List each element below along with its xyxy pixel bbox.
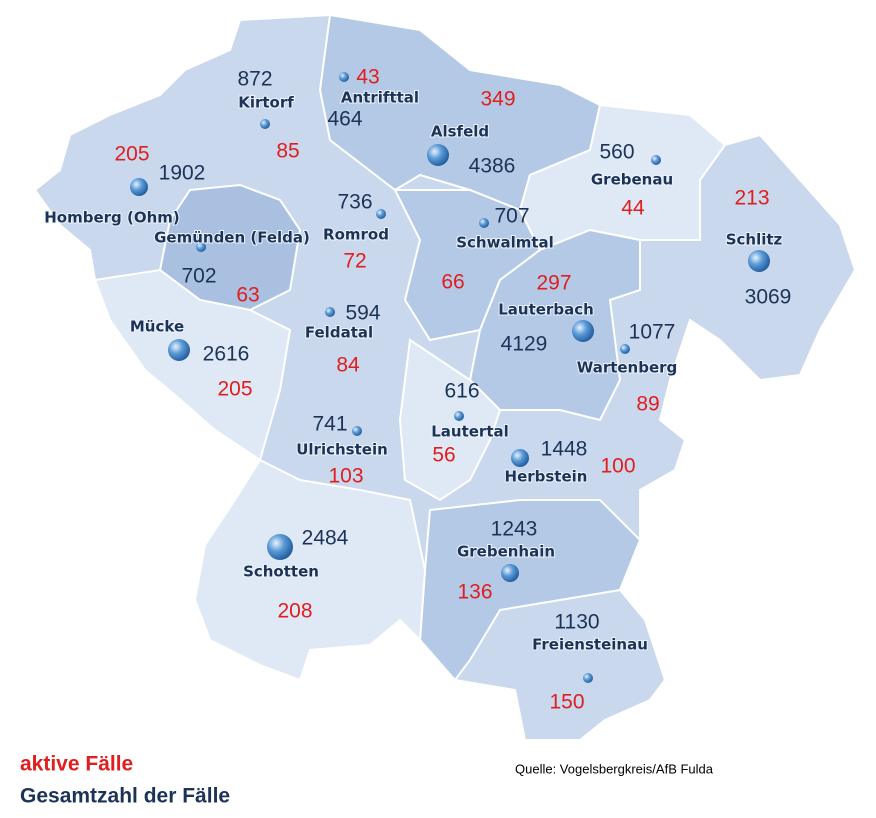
active-cases: 205: [217, 378, 252, 401]
active-cases: 43: [356, 66, 379, 89]
town-marker: [479, 218, 489, 228]
town-marker: [168, 339, 190, 361]
total-cases: 1448: [541, 438, 588, 461]
town-marker: [572, 320, 594, 342]
town-marker: [427, 144, 449, 166]
total-cases: 594: [345, 302, 380, 325]
active-cases: 89: [636, 393, 659, 416]
town-name: Herbstein: [505, 468, 588, 486]
town-name: Schwalmtal: [456, 234, 554, 252]
total-cases: 1902: [159, 162, 206, 185]
legend-total: Gesamtzahl der Fälle: [20, 785, 230, 808]
town-marker: [651, 155, 661, 165]
town-marker: [325, 307, 335, 317]
active-cases: 100: [600, 455, 635, 478]
town-name: Mücke: [130, 318, 184, 336]
district-shape: [33, 13, 857, 741]
town-marker: [260, 119, 270, 129]
active-cases: 85: [276, 140, 299, 163]
legend-active: aktive Fälle: [20, 753, 133, 776]
town-name: Romrod: [323, 226, 389, 244]
active-cases: 150: [549, 691, 584, 714]
total-cases: 1130: [554, 611, 599, 634]
town-marker: [501, 564, 519, 582]
active-cases: 208: [277, 600, 312, 623]
town-name: Feldatal: [305, 324, 373, 342]
active-cases: 84: [336, 354, 360, 377]
total-cases: 707: [494, 205, 529, 228]
active-cases: 66: [441, 271, 464, 294]
active-cases: 72: [343, 250, 366, 273]
town-name: Wartenberg: [577, 359, 678, 377]
total-cases: 560: [599, 141, 634, 164]
town-name: Grebenau: [591, 171, 673, 189]
town-name: Homberg (Ohm): [44, 209, 180, 227]
town-name: Grebenhain: [457, 543, 555, 561]
active-cases: 213: [734, 187, 769, 210]
town-marker: [583, 673, 593, 683]
active-cases: 56: [432, 444, 455, 467]
town-name: Gemünden (Felda): [154, 229, 310, 247]
town-marker: [130, 178, 148, 196]
source: Quelle: Vogelsbergkreis/AfB Fulda: [515, 761, 714, 776]
total-cases: 872: [237, 68, 272, 91]
town-marker: [352, 426, 362, 436]
active-cases: 205: [114, 143, 149, 166]
town-name: Schotten: [243, 563, 319, 581]
town-marker: [339, 72, 349, 82]
town-marker: [196, 242, 206, 252]
town-marker: [511, 449, 529, 467]
total-cases: 2616: [203, 343, 250, 366]
town-name: Freiensteinau: [532, 636, 648, 654]
town-marker: [376, 209, 386, 219]
total-cases: 464: [327, 108, 362, 131]
town-name: Kirtorf: [238, 94, 294, 112]
town-name: Lauterbach: [498, 301, 594, 319]
town-marker: [748, 250, 770, 272]
active-cases: 349: [480, 88, 515, 111]
active-cases: 136: [457, 581, 492, 604]
total-cases: 1077: [629, 321, 676, 344]
active-cases: 63: [236, 284, 259, 307]
total-cases: 702: [181, 265, 216, 288]
town-name: Lautertal: [431, 423, 509, 441]
total-cases: 736: [337, 191, 372, 214]
town-marker: [267, 534, 293, 560]
total-cases: 3069: [745, 286, 792, 309]
total-cases: 4129: [501, 333, 548, 356]
total-cases: 616: [444, 380, 479, 403]
total-cases: 4386: [469, 155, 516, 178]
town-marker: [454, 411, 464, 421]
total-cases: 2484: [302, 527, 349, 550]
active-cases: 103: [328, 465, 363, 488]
town-name: Antrifttal: [341, 89, 419, 107]
town-marker: [620, 344, 630, 354]
active-cases: 44: [621, 197, 645, 220]
town-name: Alsfeld: [431, 123, 489, 141]
town-name: Ulrichstein: [296, 441, 388, 459]
active-cases: 297: [536, 272, 571, 295]
total-cases: 741: [312, 413, 347, 436]
total-cases: 1243: [491, 518, 538, 541]
town-name: Schlitz: [726, 231, 783, 249]
